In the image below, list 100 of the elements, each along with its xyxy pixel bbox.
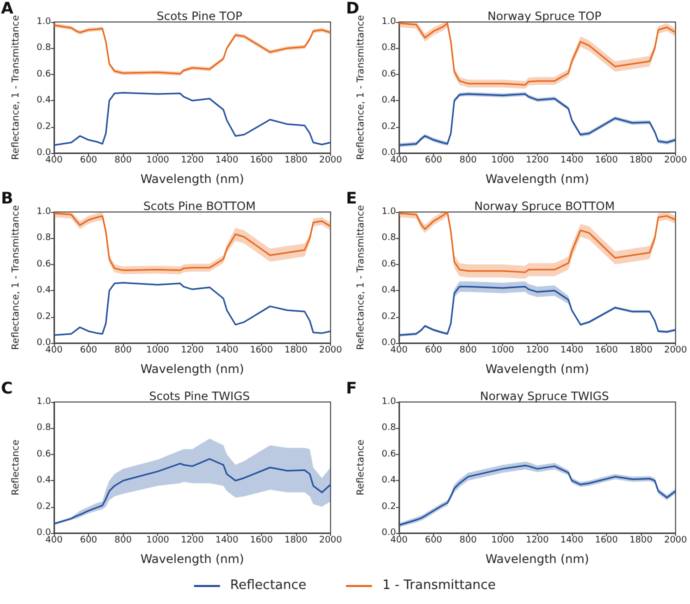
- x-axis-title: Wavelength (nm): [140, 172, 244, 186]
- x-tick-label: 1000: [146, 536, 170, 546]
- x-tick-label: 400: [45, 536, 63, 546]
- chart-title: Norway Spruce BOTTOM: [474, 199, 615, 213]
- x-tick-label: 1400: [560, 346, 584, 356]
- y-axis-title: Reflectance, 1 - Transmittance: [10, 205, 22, 350]
- y-tick-label: 0.4: [382, 286, 396, 296]
- y-tick-label: 1.0: [36, 207, 52, 217]
- x-tick-label: 800: [114, 156, 132, 166]
- x-tick-label: 1600: [594, 156, 618, 166]
- y-tick-label: 1.0: [36, 17, 52, 27]
- y-tick-label: 1.0: [382, 397, 396, 407]
- y-tick-label: 0.8: [382, 423, 396, 434]
- x-tick-label: 1000: [491, 346, 514, 356]
- x-tick-label: 400: [390, 346, 408, 356]
- x-tick-label: 400: [390, 536, 408, 546]
- chart-title: Scots Pine BOTTOM: [143, 199, 256, 213]
- x-tick-label: 400: [45, 156, 63, 166]
- x-tick-label: 1200: [526, 536, 549, 546]
- legend-label: Reflectance: [230, 578, 306, 593]
- x-tick-label: 2000: [664, 346, 688, 356]
- x-tick-label: 1400: [560, 156, 584, 166]
- x-tick-label: 600: [424, 346, 442, 356]
- x-tick-label: 600: [80, 346, 98, 356]
- chart-title: Scots Pine TWIGS: [149, 389, 250, 403]
- y-tick-label: 0.6: [382, 69, 396, 80]
- x-tick-label: 1000: [491, 156, 514, 166]
- x-tick-label: 2000: [319, 156, 342, 166]
- x-axis-title: Wavelength (nm): [140, 552, 244, 566]
- x-tick-label: 1800: [630, 346, 653, 356]
- x-axis-title: Wavelength (nm): [485, 172, 590, 186]
- y-tick-label: 0.6: [36, 259, 52, 270]
- legend-label: 1 - Transmittance: [382, 578, 496, 593]
- x-tick-label: 1600: [594, 536, 618, 546]
- y-tick-label: 0.2: [382, 502, 396, 512]
- x-tick-label: 1600: [594, 346, 618, 356]
- y-tick-label: 0.6: [36, 69, 52, 80]
- y-tick-label: 1.0: [36, 397, 52, 407]
- x-axis-title: Wavelength (nm): [485, 362, 590, 376]
- y-tick-label: 1.0: [382, 207, 396, 217]
- text: F: [346, 378, 357, 398]
- x-tick-label: 1800: [630, 156, 653, 166]
- x-tick-label: 1600: [250, 156, 274, 166]
- x-tick-label: 600: [80, 156, 98, 166]
- x-tick-label: 800: [114, 346, 132, 356]
- y-tick-label: 1.0: [382, 17, 396, 27]
- y-axis-title: Reflectance, 1 - Transmittance: [10, 15, 22, 160]
- y-tick-label: 0.4: [382, 476, 396, 486]
- x-tick-label: 1800: [630, 536, 653, 546]
- x-tick-label: 800: [460, 156, 477, 166]
- y-axis-title: Reflectance, 1 - Transmittance: [356, 15, 366, 160]
- x-tick-label: 1800: [284, 346, 308, 356]
- x-tick-label: 2000: [664, 536, 688, 546]
- x-tick-label: 400: [390, 156, 408, 166]
- x-tick-label: 1200: [526, 346, 549, 356]
- x-tick-label: 800: [114, 536, 132, 546]
- x-tick-label: 2000: [664, 156, 688, 166]
- x-tick-label: 1200: [526, 156, 549, 166]
- y-tick-label: 0.2: [36, 502, 51, 512]
- x-tick-label: 800: [460, 536, 477, 546]
- chart-title: Norway Spruce TOP: [488, 9, 602, 23]
- x-tick-label: 1600: [250, 536, 274, 546]
- chart-title: Norway Spruce TWIGS: [480, 389, 609, 403]
- x-tick-label: 1000: [146, 156, 170, 166]
- y-tick-label: 0.8: [382, 43, 396, 54]
- x-tick-label: 400: [45, 346, 63, 356]
- y-tick-label: 0.4: [382, 96, 396, 106]
- x-tick-label: 1200: [180, 156, 204, 166]
- x-tick-label: 1200: [180, 346, 204, 356]
- y-tick-label: 0.8: [36, 233, 52, 244]
- x-tick-label: 1600: [250, 346, 274, 356]
- x-tick-label: 1400: [560, 536, 584, 546]
- chart-title: Scots Pine TOP: [156, 9, 242, 23]
- y-tick-label: 0.2: [382, 122, 396, 132]
- x-tick-label: 1400: [215, 346, 239, 356]
- x-tick-label: 2000: [319, 346, 342, 356]
- x-tick-label: 600: [424, 156, 442, 166]
- x-tick-label: 1800: [284, 156, 308, 166]
- y-tick-label: 0.4: [36, 476, 52, 486]
- x-tick-label: 2000: [319, 536, 342, 546]
- y-tick-label: 0.8: [36, 43, 52, 54]
- x-tick-label: 1000: [491, 536, 514, 546]
- y-tick-label: 0.2: [382, 312, 396, 322]
- y-tick-label: 0.2: [36, 312, 51, 322]
- x-tick-label: 1800: [284, 536, 308, 546]
- x-tick-label: 800: [460, 346, 477, 356]
- text: B: [1, 188, 14, 208]
- x-axis-title: Wavelength (nm): [485, 552, 590, 566]
- x-tick-label: 1200: [180, 536, 204, 546]
- text: D: [346, 0, 360, 18]
- x-tick-label: 1000: [146, 346, 170, 356]
- y-tick-label: 0.8: [36, 423, 52, 434]
- y-axis-title: Reflectance: [356, 440, 366, 496]
- x-tick-label: 1400: [215, 156, 239, 166]
- y-axis-title: Reflectance, 1 - Transmittance: [356, 205, 366, 350]
- text: A: [1, 0, 14, 18]
- y-tick-label: 0.6: [382, 259, 396, 270]
- y-tick-label: 0.4: [36, 96, 52, 106]
- y-tick-label: 0.6: [36, 449, 52, 460]
- x-tick-label: 1400: [215, 536, 239, 546]
